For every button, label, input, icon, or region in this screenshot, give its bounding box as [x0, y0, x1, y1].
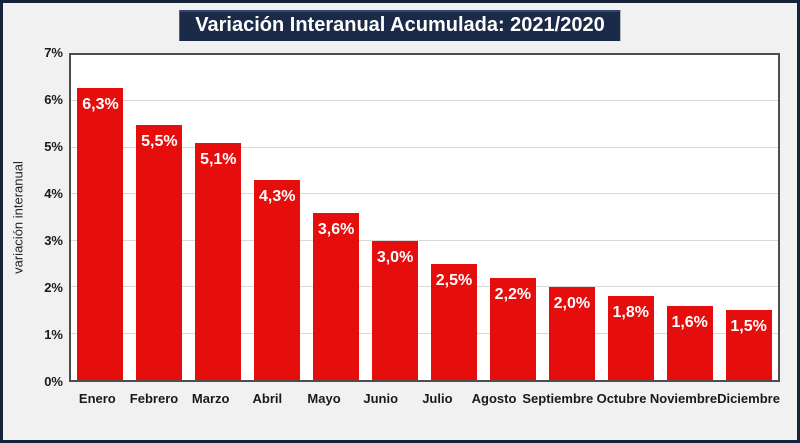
bar-value-label: 1,8% [612, 304, 649, 322]
gridline-1 [71, 332, 778, 334]
x-label-noviembre: Noviembre [649, 391, 718, 406]
bar-junio: 3,0% [372, 240, 419, 380]
bar-value-label: 3,6% [317, 220, 355, 238]
bar-slot-noviembre: 1,6% [660, 55, 719, 380]
y-tick-label: 5% [44, 139, 63, 154]
y-tick-label: 2% [44, 280, 63, 295]
x-label-junio: Junio [363, 391, 399, 406]
x-label-abril: Abril [252, 391, 283, 406]
bar-slot-octubre: 1,8% [601, 55, 660, 380]
bar-slot-marzo: 5,1% [189, 55, 248, 380]
bar-octubre: 1,8% [607, 296, 654, 380]
x-axis-labels: Enero Febrero Marzo Abril Mayo Junio Julio Agos… [69, 391, 780, 406]
bars-row: 6,3% 5,5% 5,1% 4,3% 3,6% 3,0% 2,5% 2,2% 2,0% 1,8%… [71, 55, 778, 380]
bar-value-label: 2,2% [494, 285, 532, 303]
gridline-5 [71, 146, 778, 148]
bar-slot-enero: 6,3% [71, 55, 130, 380]
x-label-julio: Julio [422, 391, 453, 406]
bar-septiembre: 2,0% [548, 287, 595, 380]
bar-value-label: 1,5% [730, 318, 767, 336]
x-label-febrero: Febrero [129, 391, 179, 406]
bar-slot-abril: 4,3% [248, 55, 307, 380]
bar-agosto: 2,2% [489, 277, 536, 380]
x-label-enero: Enero [78, 391, 116, 406]
bar-value-label: 2,0% [553, 295, 591, 313]
chart-title: Variación Interanual Acumulada: 2021/202… [179, 10, 621, 41]
bar-slot-mayo: 3,6% [307, 55, 366, 380]
bar-value-label: 1,6% [671, 313, 708, 331]
bar-value-label: 5,5% [141, 132, 178, 150]
bar-febrero: 5,5% [136, 124, 183, 380]
bar-slot-febrero: 5,5% [130, 55, 189, 380]
y-tick-label: 7% [44, 45, 63, 60]
y-tick-label: 4% [44, 186, 63, 201]
y-tick-label: 6% [44, 92, 63, 107]
bar-abril: 4,3% [254, 180, 301, 380]
gridline-2 [71, 286, 778, 288]
bar-value-label: 6,3% [82, 95, 119, 113]
y-tick-label: 0% [44, 374, 63, 389]
bar-slot-junio: 3,0% [366, 55, 425, 380]
x-label-marzo: Marzo [191, 391, 230, 406]
bar-enero: 6,3% [77, 87, 124, 380]
bar-diciembre: 1,5% [725, 310, 772, 380]
y-tick-label: 1% [44, 327, 63, 342]
bar-mayo: 3,6% [313, 212, 360, 380]
x-label-agosto: Agosto [471, 391, 517, 406]
x-label-octubre: Octubre [596, 391, 647, 406]
bar-slot-agosto: 2,2% [483, 55, 542, 380]
y-tick-label: 3% [44, 233, 63, 248]
bar-value-label: 3,0% [376, 248, 414, 266]
y-axis-title: variación interanual [10, 161, 26, 274]
bar-value-label: 4,3% [258, 188, 296, 206]
bar-marzo: 5,1% [195, 143, 242, 380]
bar-slot-diciembre: 1,5% [719, 55, 778, 380]
bar-value-label: 2,5% [435, 271, 473, 289]
gridline-6 [71, 100, 778, 102]
gridline-3 [71, 239, 778, 241]
x-label-septiembre: Septiembre [522, 391, 594, 406]
bar-slot-septiembre: 2,0% [542, 55, 601, 380]
x-label-diciembre: Diciembre [717, 391, 780, 406]
bar-slot-julio: 2,5% [425, 55, 484, 380]
plot-area: 6,3% 5,5% 5,1% 4,3% 3,6% 3,0% 2,5% 2,2% 2,0% 1,8%… [69, 53, 780, 382]
bar-value-label: 5,1% [200, 151, 237, 169]
gridline-4 [71, 193, 778, 195]
bar-noviembre: 1,6% [666, 305, 713, 380]
bar-julio: 2,5% [430, 263, 477, 380]
x-label-mayo: Mayo [307, 391, 341, 406]
